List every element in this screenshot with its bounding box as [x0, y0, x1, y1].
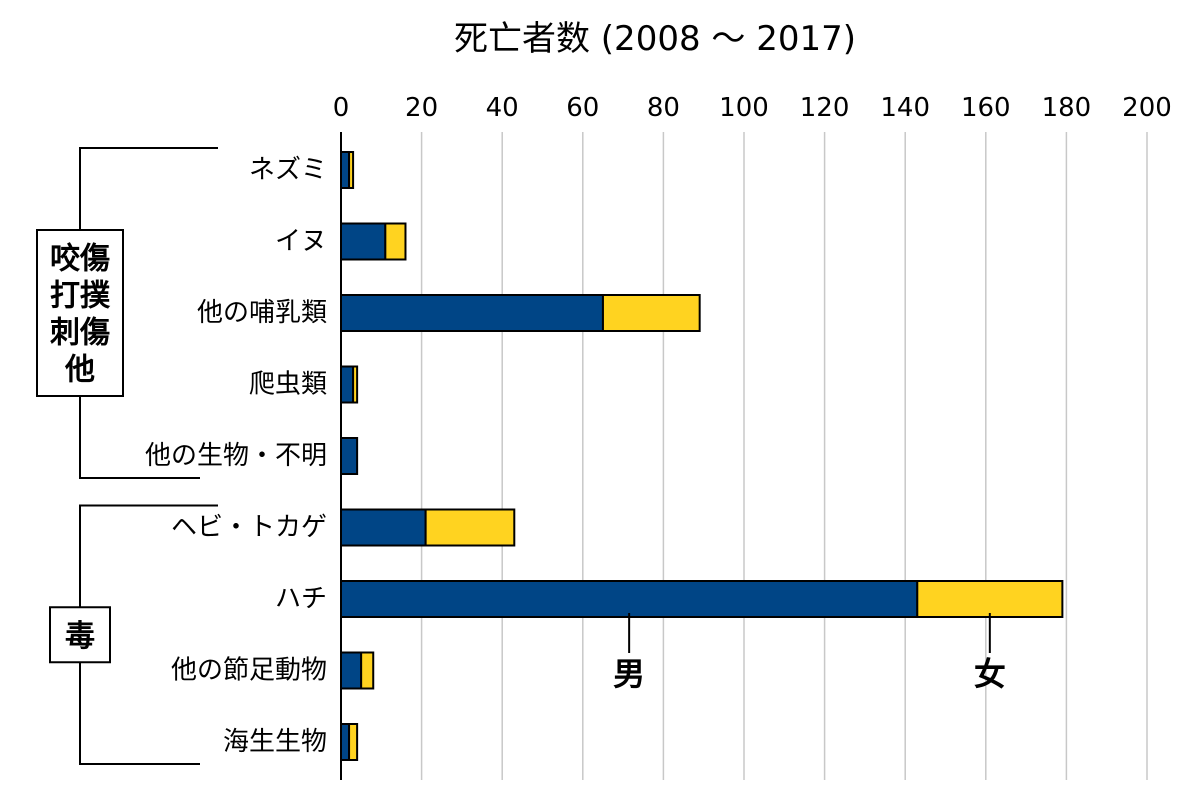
x-tick-label: 80: [647, 93, 680, 123]
bar-segment: [340, 651, 363, 690]
bar-segment: [340, 222, 387, 261]
category-label: ハチ: [275, 584, 327, 614]
x-tick-label: 180: [1042, 93, 1092, 123]
group-label-line: 咬傷: [50, 242, 110, 277]
group-label: 咬傷打撲刺傷他: [50, 242, 111, 388]
x-tick-label: 160: [961, 93, 1011, 123]
x-axis-ticks: 0 20 40 60 80 100 120 140 160 180 200: [333, 93, 1172, 123]
bar-segment: [340, 437, 359, 475]
annotation-label: 女: [974, 655, 1006, 693]
x-tick-label: 20: [405, 93, 438, 123]
x-tick-label: 60: [566, 93, 599, 123]
bar-segment: [348, 151, 355, 189]
bar-segment: [384, 222, 407, 261]
group-label-box: [49, 606, 111, 664]
x-tick-label: 40: [486, 93, 519, 123]
group-label-line: 他: [64, 353, 95, 388]
x-tick-label: 100: [719, 93, 769, 123]
category-label: イヌ: [275, 227, 327, 257]
bars: [340, 151, 1064, 761]
category-label: ネズミ: [249, 155, 327, 185]
gridlines: [420, 132, 1148, 780]
annotation-label: 男: [613, 655, 645, 693]
bar-segment: [340, 723, 351, 761]
bar-segment: [352, 365, 359, 404]
category-label: 他の哺乳類: [197, 298, 327, 328]
chart-title: 死亡者数 (2008 〜 2017): [454, 19, 856, 59]
x-tick-label: 120: [800, 93, 850, 123]
bar-segment: [424, 508, 516, 547]
bar-segment: [601, 294, 701, 332]
bar-segment: [360, 651, 375, 690]
category-label: 海生生物: [223, 727, 327, 757]
bar-segment: [340, 294, 604, 332]
bar-segment: [348, 723, 359, 761]
bar-segment: [340, 151, 351, 189]
group-label-line: 毒: [65, 619, 95, 654]
bar-segment: [340, 508, 427, 547]
category-label: 他の生物・不明: [145, 441, 327, 471]
bar-segment: [340, 580, 919, 618]
group-label-box: [36, 229, 124, 397]
x-tick-label: 200: [1122, 93, 1172, 123]
group-label-line: 刺傷: [50, 316, 110, 351]
x-tick-label: 140: [880, 93, 930, 123]
bar-segment: [340, 365, 355, 404]
category-label: 他の節足動物: [171, 656, 327, 686]
bar-segment: [916, 580, 1064, 618]
category-label: 爬虫類: [249, 370, 327, 400]
group-label: 毒: [65, 619, 95, 654]
group-label-line: 打撲: [50, 279, 111, 314]
x-tick-label: 0: [333, 93, 350, 123]
annotations: 男女: [613, 613, 1006, 693]
category-label: ヘビ・トカゲ: [171, 513, 327, 543]
